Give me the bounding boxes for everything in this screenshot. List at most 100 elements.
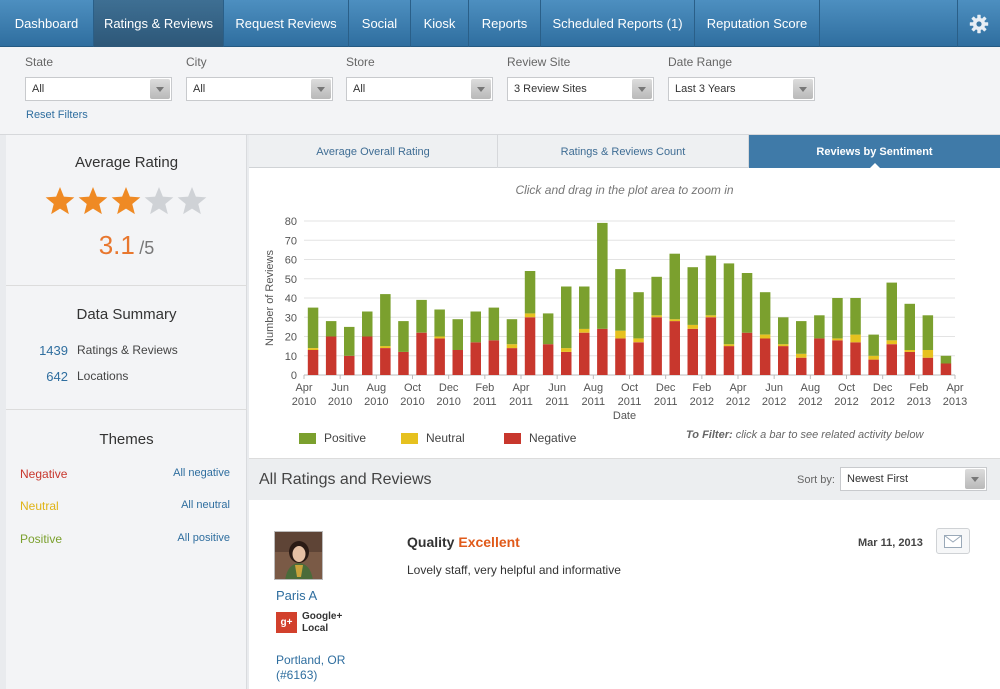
sentiment-chart[interactable]: 0 10 20 30 40 50 60 70 80 Number of Reviews Apr 201… [249,205,1000,425]
bar-negative[interactable] [325,336,337,376]
nav-tab-kiosk[interactable]: Kiosk [411,0,469,47]
city-select[interactable]: All [186,77,333,101]
bar-negative[interactable] [796,357,807,375]
locations-count[interactable]: 642 [46,369,68,384]
bar-negative[interactable] [506,348,518,375]
review-site-select[interactable]: 3 Review Sites [507,77,654,101]
bar-negative[interactable] [723,346,735,375]
bar-positive[interactable] [778,317,789,345]
bar-negative[interactable] [922,357,934,375]
bar-neutral[interactable] [506,344,518,349]
date-range-select[interactable]: Last 3 Years [668,77,815,101]
nav-tab-social[interactable]: Social [349,0,411,47]
bar-neutral[interactable] [687,324,699,329]
bar-positive[interactable] [488,307,500,341]
tab-average-overall-rating[interactable]: Average Overall Rating [249,135,498,168]
bar-positive[interactable] [814,315,825,339]
legend-negative[interactable]: Negative [504,431,576,445]
bar-negative[interactable] [597,328,608,375]
bar-neutral[interactable] [633,338,644,343]
bar-negative[interactable] [542,344,554,375]
bar-positive[interactable] [542,313,554,345]
bar-positive[interactable] [741,273,753,333]
bar-negative[interactable] [398,351,409,375]
bar-negative[interactable] [579,332,590,375]
bar-negative[interactable] [380,348,391,375]
bar-positive[interactable] [759,292,771,335]
bar-positive[interactable] [633,292,644,339]
bar-neutral[interactable] [796,353,807,358]
bar-positive[interactable] [832,298,843,339]
bar-negative[interactable] [488,340,500,375]
bar-neutral[interactable] [615,330,626,339]
bar-negative[interactable] [307,350,319,375]
tab-ratings-reviews-count[interactable]: Ratings & Reviews Count [498,135,749,168]
reset-filters-link[interactable]: Reset Filters [26,109,88,121]
bar-negative[interactable] [470,342,482,375]
bar-neutral[interactable] [904,350,916,352]
bar-positive[interactable] [669,253,681,320]
bar-negative[interactable] [615,338,626,375]
email-button[interactable] [936,528,970,554]
bar-negative[interactable] [741,332,753,375]
bar-positive[interactable] [687,267,699,325]
state-select[interactable]: All [25,77,172,101]
bar-positive[interactable] [868,334,879,356]
bar-neutral[interactable] [778,344,789,347]
bar-positive[interactable] [561,286,572,349]
bar-negative[interactable] [778,346,789,375]
bar-neutral[interactable] [380,346,391,348]
bar-positive[interactable] [398,321,409,352]
tab-reviews-by-sentiment[interactable]: Reviews by Sentiment [749,135,1000,169]
bar-neutral[interactable] [307,348,319,350]
bar-neutral[interactable] [651,315,662,318]
bar-negative[interactable] [344,355,355,376]
settings-button[interactable] [957,0,1000,47]
bar-neutral[interactable] [759,334,771,339]
bar-neutral[interactable] [579,328,590,333]
bar-positive[interactable] [886,282,898,341]
bar-positive[interactable] [506,319,518,345]
all-neutral-link[interactable]: All neutral [181,499,230,511]
bar-positive[interactable] [705,255,717,316]
bar-positive[interactable] [651,276,662,316]
bar-negative[interactable] [904,351,916,375]
bar-neutral[interactable] [524,313,536,318]
bar-positive[interactable] [380,294,391,347]
review-location[interactable]: Portland, OR (#6163) [276,653,345,683]
bar-neutral[interactable] [868,355,879,360]
bar-neutral[interactable] [705,315,717,318]
bar-positive[interactable] [850,298,861,335]
bar-negative[interactable] [362,336,373,376]
bar-neutral[interactable] [561,348,572,352]
nav-tab-reports[interactable]: Reports [469,0,541,47]
bar-negative[interactable] [561,351,572,375]
nav-tab-reputation-score[interactable]: Reputation Score [695,0,820,47]
bar-positive[interactable] [470,311,482,343]
bar-positive[interactable] [615,269,626,331]
bar-negative[interactable] [814,338,825,375]
bar-negative[interactable] [651,317,662,376]
bar-negative[interactable] [434,338,445,375]
all-negative-link[interactable]: All negative [173,467,230,479]
bar-positive[interactable] [416,299,427,333]
bar-neutral[interactable] [669,319,681,322]
bar-positive[interactable] [922,315,934,350]
bar-negative[interactable] [687,328,699,375]
legend-positive[interactable]: Positive [299,431,366,445]
bar-negative[interactable] [868,359,879,375]
bar-positive[interactable] [344,326,355,356]
bar-positive[interactable] [325,321,337,337]
bar-negative[interactable] [832,340,843,375]
nav-tab-ratings-reviews[interactable]: Ratings & Reviews [94,0,224,47]
bar-negative[interactable] [416,332,427,375]
bar-positive[interactable] [723,263,735,345]
bar-neutral[interactable] [832,338,843,341]
bar-negative[interactable] [850,342,861,375]
bar-neutral[interactable] [850,334,861,343]
bar-negative[interactable] [452,350,464,375]
bar-negative[interactable] [524,317,536,376]
bar-positive[interactable] [452,319,464,350]
bar-positive[interactable] [434,309,445,337]
bar-neutral[interactable] [723,344,735,347]
